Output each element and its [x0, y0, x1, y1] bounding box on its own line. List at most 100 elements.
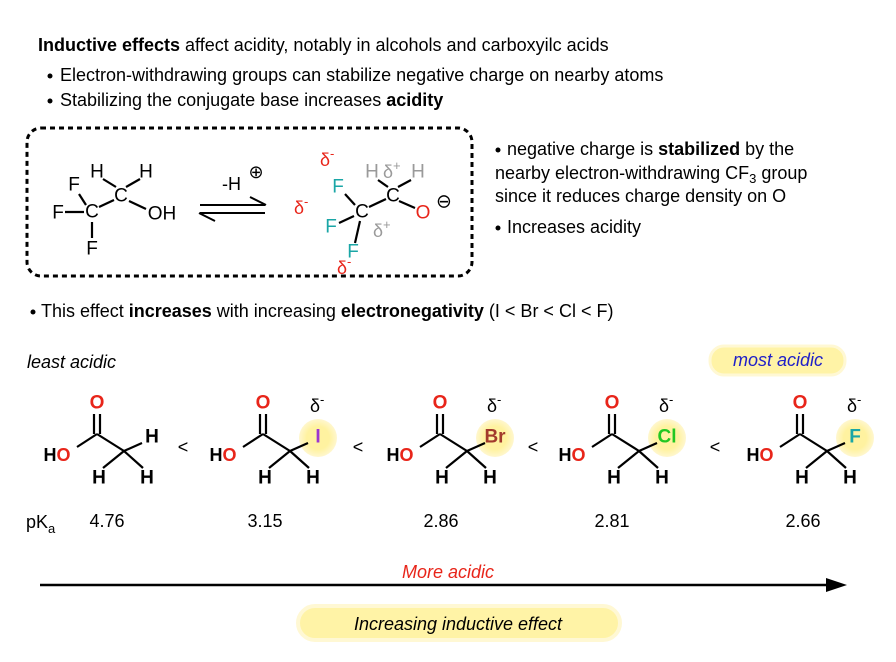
- sign: -: [857, 392, 861, 407]
- bond: [78, 193, 87, 206]
- sign: -: [347, 254, 351, 269]
- intro-bold: Inductive effects: [38, 35, 180, 55]
- atom: HO: [43, 445, 70, 465]
- atom: H: [558, 445, 571, 465]
- bond: [123, 450, 144, 469]
- bond: [76, 433, 98, 448]
- atom: F: [325, 217, 337, 238]
- intro: Inductive effects affect acidity, notabl…: [38, 35, 609, 55]
- atom: HO: [386, 445, 413, 465]
- bond: [344, 193, 356, 206]
- bond: [289, 450, 310, 469]
- atom: F: [68, 175, 80, 196]
- bond: [611, 433, 640, 452]
- atom: HO: [746, 445, 773, 465]
- bond: [96, 433, 125, 452]
- bond: [98, 199, 115, 208]
- note-bold: stabilized: [658, 139, 740, 159]
- atom: C: [114, 186, 128, 207]
- reaction-box: [25, 126, 474, 278]
- pka-label: pKa: [26, 512, 56, 536]
- atom: F: [332, 177, 344, 198]
- partial-charge: δ-: [320, 146, 334, 171]
- delta: δ: [310, 396, 320, 416]
- atom: H: [483, 468, 497, 489]
- trend-bold: increases: [129, 301, 212, 321]
- atom: OH: [148, 204, 177, 225]
- delta: δ: [337, 258, 347, 278]
- least-label: least acidic: [27, 352, 116, 372]
- bullet-bold: acidity: [386, 90, 443, 110]
- sign: -: [320, 392, 324, 407]
- subscript: 3: [749, 171, 756, 186]
- bond: [445, 450, 468, 469]
- bond: [268, 450, 291, 469]
- bullet: [495, 225, 501, 231]
- subscript: a: [48, 521, 56, 536]
- delta: δ: [487, 396, 497, 416]
- arrow-head: [249, 196, 267, 206]
- atom: O: [759, 445, 773, 465]
- sign: -: [497, 392, 501, 407]
- arrow-head: [826, 578, 847, 592]
- highlight: [708, 344, 847, 377]
- bullet-text: Stabilizing the conjugate base increases…: [60, 90, 443, 110]
- atom: HO: [558, 445, 585, 465]
- arrow-head: [198, 212, 216, 222]
- trend-text: with increasing: [212, 301, 341, 321]
- trend: This effect increases with increasing el…: [41, 301, 613, 321]
- bullet: [30, 309, 36, 315]
- sign: -: [669, 392, 673, 407]
- bond: [466, 441, 486, 453]
- note-line: Increases acidity: [507, 217, 641, 237]
- delta: δ: [320, 150, 330, 170]
- atom: H: [795, 468, 809, 489]
- sign: -: [304, 194, 308, 209]
- partial-charge: δ-: [487, 392, 501, 417]
- atom: H: [386, 445, 399, 465]
- pka-value: 3.15: [247, 511, 282, 531]
- bullet-text: Stabilizing the conjugate base increases: [60, 90, 386, 110]
- note-text: by the: [740, 139, 794, 159]
- atom: F: [86, 239, 98, 260]
- atom: O: [793, 393, 808, 414]
- atom: HO: [209, 445, 236, 465]
- bond: [338, 215, 355, 224]
- pka-value: 2.81: [594, 511, 629, 531]
- atom: H: [843, 468, 857, 489]
- pka-p: pK: [26, 512, 48, 532]
- atom: H: [92, 468, 106, 489]
- partial-charge: δ-: [659, 392, 673, 417]
- atom: H: [746, 445, 759, 465]
- bond: [638, 441, 658, 453]
- note-line: negative charge is stabilized by the: [507, 139, 794, 159]
- atom: H: [90, 162, 104, 183]
- atom: Br: [484, 427, 506, 448]
- atom: H: [411, 162, 425, 183]
- trend-bold: electronegativity: [341, 301, 484, 321]
- bullet: [47, 73, 53, 79]
- bond: [466, 450, 487, 469]
- bond: [368, 198, 387, 208]
- bond: [826, 450, 847, 469]
- bond: [353, 220, 362, 244]
- bond: [242, 433, 264, 448]
- arrow-label: More acidic: [402, 562, 494, 582]
- pka-value: 2.66: [785, 511, 820, 531]
- bullet: [47, 98, 53, 104]
- reactant: F F F C C H H OH: [52, 162, 176, 260]
- bond: [591, 433, 613, 448]
- less-than: <: [353, 437, 364, 457]
- less-than: <: [528, 437, 539, 457]
- atom: H: [365, 162, 379, 183]
- delta: δ: [294, 198, 304, 218]
- bond: [102, 450, 125, 469]
- trend-text: (I < Br < Cl < F): [484, 301, 614, 321]
- atom: H: [258, 468, 272, 489]
- highlight: [296, 604, 622, 642]
- bond: [439, 433, 468, 452]
- note-line: since it reduces charge density on O: [495, 186, 786, 206]
- reagent-charge: ⊕: [248, 162, 263, 182]
